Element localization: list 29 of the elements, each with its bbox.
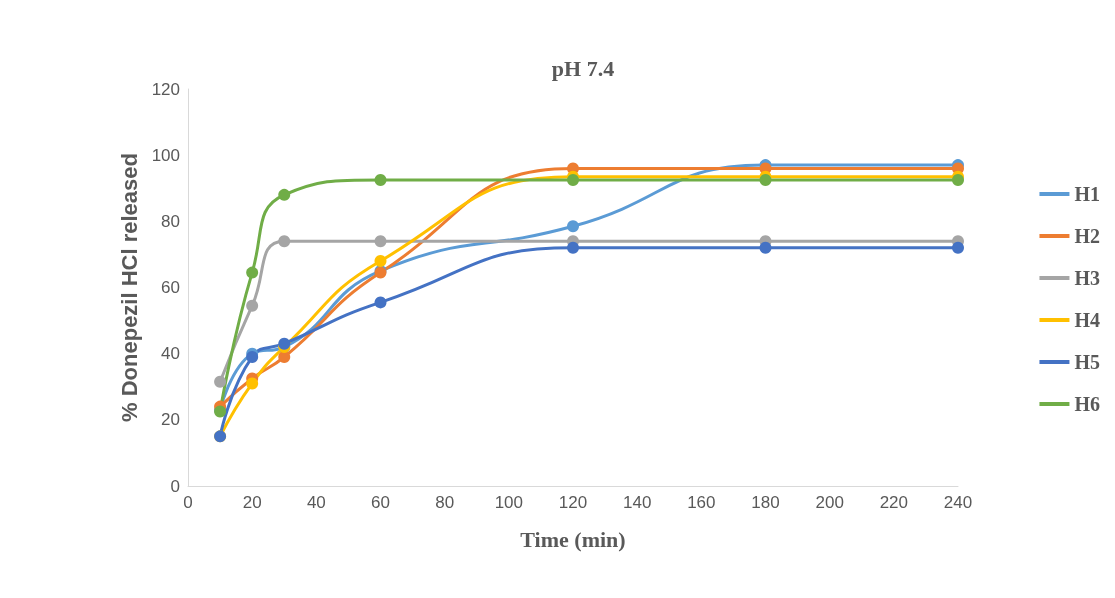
x-tick-label: 60 xyxy=(371,493,390,512)
x-tick-label: 100 xyxy=(494,493,524,512)
y-tick-label: 40 xyxy=(161,344,180,364)
x-tick-label: 180 xyxy=(751,493,780,512)
x-tick-label: 0 xyxy=(183,493,193,512)
legend-label: H5 xyxy=(1074,351,1101,373)
x-tick-label: 240 xyxy=(943,493,973,512)
legend-label: H2 xyxy=(1074,225,1101,247)
y-tick-label: 0 xyxy=(170,476,180,496)
x-tick-label: 20 xyxy=(242,493,262,512)
y-tick-label: 60 xyxy=(161,278,180,297)
x-tick-label: 220 xyxy=(879,493,909,512)
legend-label: H4 xyxy=(1074,309,1101,331)
y-tick-label: 20 xyxy=(161,410,180,430)
y-axis-title: % Donepezil HCl released xyxy=(116,153,142,422)
x-tick-label: 120 xyxy=(558,493,588,512)
x-tick-label: 140 xyxy=(622,493,652,512)
y-tick-label: 100 xyxy=(151,145,180,165)
x-tick-label: 80 xyxy=(435,493,455,512)
y-tick-label: 120 xyxy=(151,79,180,99)
y-tick-label: 80 xyxy=(161,211,180,231)
chart-title: pH 7.4 xyxy=(551,55,615,81)
x-tick-label: 160 xyxy=(687,493,716,512)
x-axis-title: Time (min) xyxy=(520,526,626,552)
legend-label: H1 xyxy=(1074,183,1101,205)
x-tick-label: 40 xyxy=(306,493,326,512)
legend-label: H6 xyxy=(1074,393,1101,415)
legend-label: H3 xyxy=(1074,267,1101,289)
x-tick-label: 200 xyxy=(815,493,844,512)
